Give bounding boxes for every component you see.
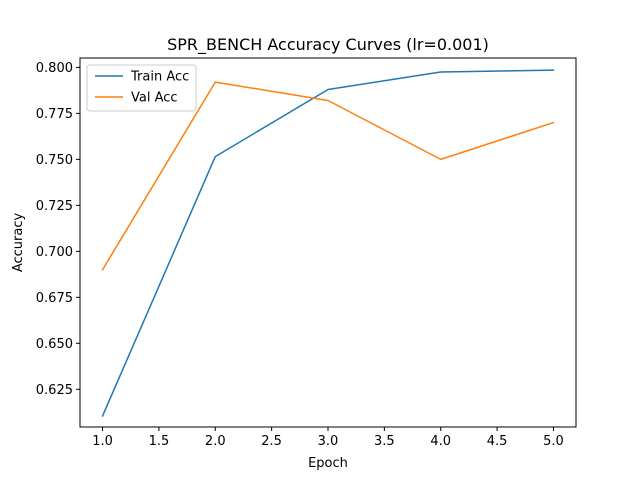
y-tick-label: 0.800 xyxy=(36,61,73,76)
legend-label-train-acc: Train Acc xyxy=(130,70,189,85)
y-tick-label: 0.625 xyxy=(36,383,73,398)
y-axis-title: Accuracy xyxy=(11,213,26,273)
y-tick-label: 0.675 xyxy=(36,291,73,306)
x-tick-label: 5.0 xyxy=(543,434,564,449)
x-tick-label: 4.0 xyxy=(430,434,451,449)
x-tick-label: 2.5 xyxy=(261,434,282,449)
x-tick-label: 3.5 xyxy=(374,434,395,449)
legend: Train Acc Val Acc xyxy=(86,64,197,112)
series-line-train-acc xyxy=(101,69,555,417)
y-axis-ticks: 0.625 0.650 0.675 0.700 0.725 0.750 0.775 0.800 xyxy=(36,61,80,398)
y-tick-label: 0.725 xyxy=(36,199,73,214)
legend-label-val-acc: Val Acc xyxy=(131,91,178,106)
x-tick-label: 2.0 xyxy=(205,434,226,449)
chart-title: SPR_BENCH Accuracy Curves (lr=0.001) xyxy=(167,35,489,55)
x-axis-ticks: 1.0 1.5 2.0 2.5 3.0 3.5 4.0 4.5 5.0 xyxy=(92,427,564,449)
y-tick-label: 0.650 xyxy=(36,337,73,352)
plot-lines xyxy=(101,69,555,417)
x-tick-label: 1.5 xyxy=(149,434,170,449)
y-tick-label: 0.700 xyxy=(36,245,73,260)
series-line-val-acc xyxy=(101,81,555,271)
x-tick-label: 3.0 xyxy=(318,434,339,449)
x-axis-title: Epoch xyxy=(308,456,348,471)
y-tick-label: 0.750 xyxy=(36,153,73,168)
y-tick-label: 0.775 xyxy=(36,107,73,122)
x-tick-label: 1.0 xyxy=(92,434,113,449)
x-tick-label: 4.5 xyxy=(487,434,508,449)
